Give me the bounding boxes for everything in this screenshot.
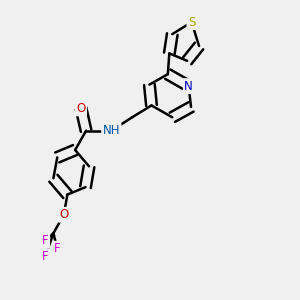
Text: NH: NH [103,124,120,137]
Text: F: F [54,242,61,255]
Text: N: N [184,80,193,93]
Text: S: S [188,16,195,29]
Text: O: O [59,208,68,221]
Text: F: F [42,234,49,247]
Text: F: F [42,250,49,263]
Text: O: O [76,102,86,115]
